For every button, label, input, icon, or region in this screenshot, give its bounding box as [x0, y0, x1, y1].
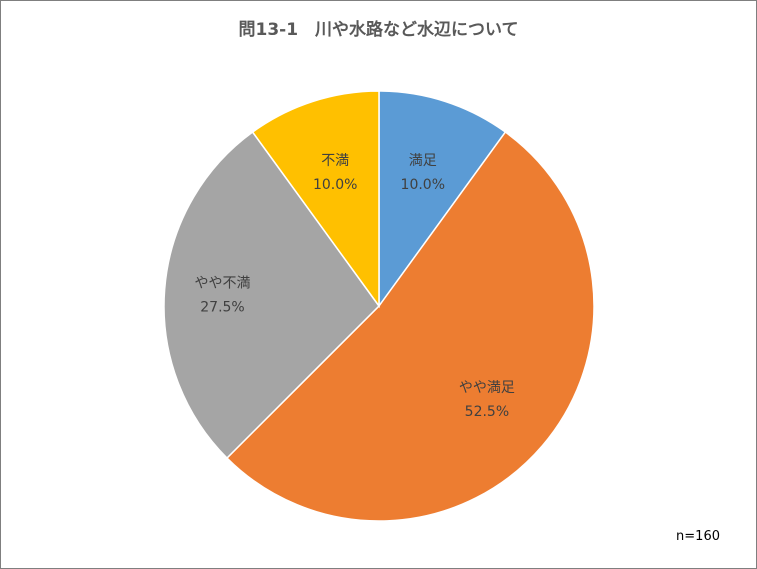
slice-category-label-2: やや満足 — [459, 380, 515, 396]
slice-category-label-4: 不満 — [321, 153, 349, 169]
slice-labels: 満足 10.0% やや満足 52.5% やや不満 27.5% 不満 10.0% — [195, 153, 515, 420]
slice-value-label-4: 10.0% — [313, 177, 357, 193]
pie-slice-1 — [378, 90, 507, 309]
slice-category-label-3: やや不満 — [195, 276, 251, 292]
pie-slices — [163, 90, 595, 522]
pie-slice-2 — [225, 131, 595, 522]
slice-category-label-1: 満足 — [409, 153, 437, 169]
pie-slice-3 — [163, 131, 380, 460]
sample-size-note: n=160 — [676, 529, 720, 544]
slice-value-label-3: 27.5% — [200, 300, 244, 316]
slice-value-label-1: 10.0% — [401, 177, 445, 193]
slice-value-label-2: 52.5% — [465, 404, 509, 420]
chart-title: 問13-1 川や水路など水辺について — [238, 20, 519, 40]
pie-slice-4 — [251, 90, 380, 309]
